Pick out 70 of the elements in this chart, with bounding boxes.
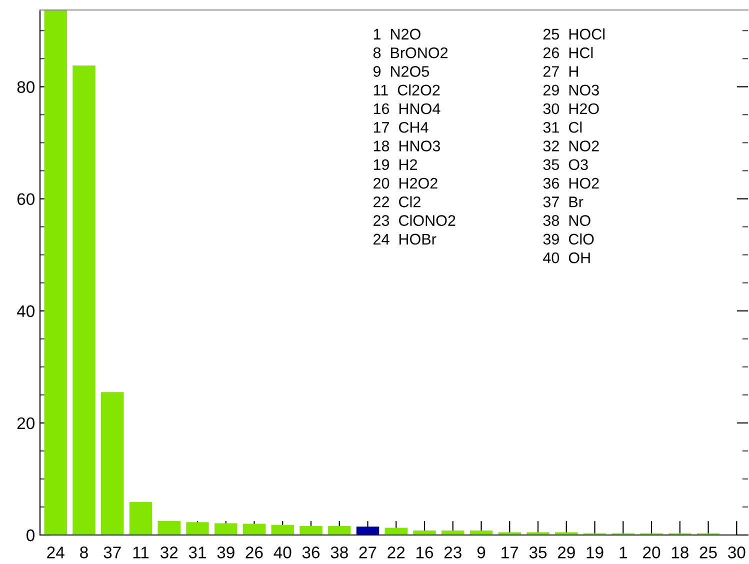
x-tick-label: 8 xyxy=(80,546,88,558)
annotation: 17 CH4 xyxy=(374,122,428,133)
x-tick-label: 19 xyxy=(586,546,604,558)
x-tick-label: 17 xyxy=(502,546,518,558)
annotation: 29 NO3 xyxy=(543,84,599,96)
annotation: 22 Cl2 xyxy=(374,196,420,208)
bar xyxy=(129,502,152,535)
x-tick-label: 31 xyxy=(188,546,206,558)
bar xyxy=(72,65,96,535)
y-tick-label: 20 xyxy=(17,417,34,430)
y-tick-label: 0 xyxy=(26,529,34,542)
y-tick-label: 80 xyxy=(17,81,34,93)
bar xyxy=(413,530,436,535)
annotation: 23 ClONO2 xyxy=(374,214,456,226)
y-tick-label: 40 xyxy=(16,305,34,318)
x-tick-label: 1 xyxy=(620,546,627,558)
x-tick-label: 40 xyxy=(274,546,292,558)
annotation: 9 N2O5 xyxy=(373,66,430,77)
bar xyxy=(44,10,67,535)
annotation: 36 HO2 xyxy=(543,178,599,189)
annotation: 40 OH xyxy=(543,252,590,264)
x-tick-label: 25 xyxy=(700,546,717,558)
x-tick-label: 18 xyxy=(672,546,688,558)
x-tick-label: 32 xyxy=(160,546,178,558)
annotation: 32 NO2 xyxy=(543,140,599,152)
annotation: 26 HCl xyxy=(543,47,593,58)
annotation: 1 N2O xyxy=(374,28,420,40)
x-tick-label: 26 xyxy=(246,546,263,558)
bar xyxy=(384,528,408,535)
x-tick-label: 37 xyxy=(104,546,121,558)
annotation: 31 Cl xyxy=(543,122,582,133)
annotation: 18 HNO3 xyxy=(374,140,440,152)
x-tick-label: 24 xyxy=(47,546,64,558)
x-tick-label: 22 xyxy=(388,546,405,558)
y-tick-label: 60 xyxy=(17,193,34,206)
bar xyxy=(526,532,550,535)
bar xyxy=(186,522,209,535)
x-tick-label: 23 xyxy=(444,546,462,558)
annotation: 30 H2O xyxy=(543,103,599,114)
bar xyxy=(271,524,294,535)
annotation: 8 BrONO2 xyxy=(373,47,448,58)
x-tick-label: 30 xyxy=(728,546,746,558)
annotation: 11 Cl2O2 xyxy=(374,84,440,96)
annotation: 24 HOBr xyxy=(374,234,436,245)
annotation: 35 O3 xyxy=(543,159,588,170)
annotation: 16 HNO4 xyxy=(374,103,440,114)
bar xyxy=(300,526,322,535)
x-tick-label: 35 xyxy=(529,546,547,558)
x-tick-label: 9 xyxy=(477,546,486,558)
x-tick-label: 11 xyxy=(133,546,149,558)
annotation: 37 Br xyxy=(543,196,584,208)
annotation: 38 NO xyxy=(543,215,590,226)
bar xyxy=(214,523,238,535)
annotation: 19 H2 xyxy=(374,159,418,170)
x-tick-label: 20 xyxy=(643,546,660,558)
x-tick-label: 27 xyxy=(359,546,376,558)
x-tick-label: 16 xyxy=(416,546,434,558)
x-tick-label: 39 xyxy=(217,546,234,558)
x-tick-label: 29 xyxy=(558,546,575,558)
x-tick-label: 38 xyxy=(330,546,348,558)
annotation: 39 ClO xyxy=(543,233,594,245)
bar xyxy=(242,524,266,535)
x-tick-label: 36 xyxy=(302,546,320,558)
annotation: 25 HOCl xyxy=(543,28,604,40)
annotation: 20 H2O2 xyxy=(374,178,438,189)
bar xyxy=(328,526,351,535)
annotation: 27 H xyxy=(543,66,578,77)
bar xyxy=(158,520,180,535)
bar xyxy=(356,526,380,535)
bar xyxy=(101,392,124,535)
